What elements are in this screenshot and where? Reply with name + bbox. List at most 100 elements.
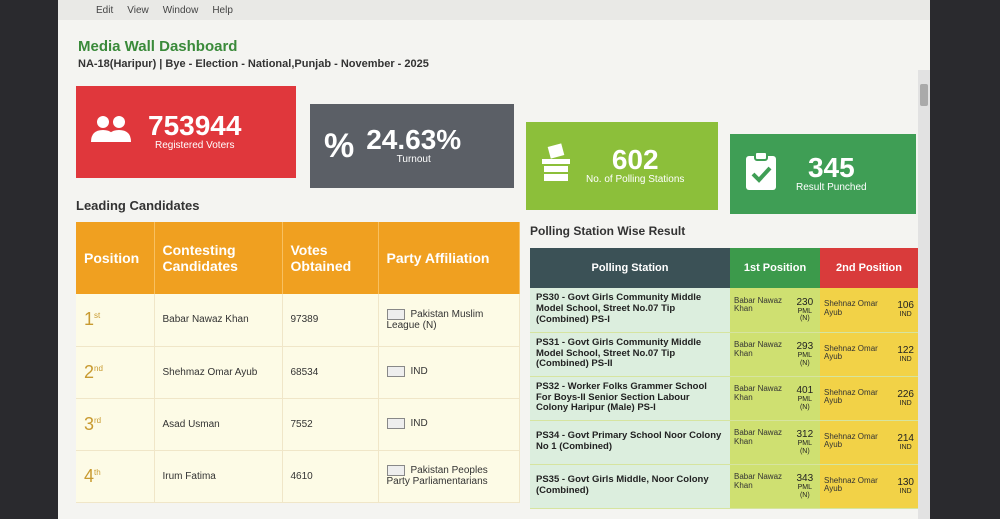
second-party: IND — [899, 487, 912, 495]
first-votes: 293 — [796, 340, 814, 352]
page-title: Media Wall Dashboard — [78, 38, 238, 55]
candidate-party: Pakistan Peoples Party Parliamentarians — [386, 465, 488, 488]
party-symbol-icon — [386, 366, 405, 378]
candidate-votes: 97389 — [282, 294, 379, 347]
polling-stations-label: No. of Polling Stations — [586, 174, 685, 185]
col-position: Position — [76, 222, 155, 294]
registered-voters-label: Registered Voters — [154, 140, 235, 151]
turnout-card: % 24.63% Turnout — [310, 104, 514, 188]
second-party: IND — [899, 355, 912, 363]
col-votes: Votes Obtained — [282, 222, 379, 294]
polling-station-table: Polling Station 1st Position 2nd Positio… — [530, 248, 918, 509]
first-party: PML (N) — [797, 483, 813, 499]
table-row: PS34 - Govt Primary School Noor Colony N… — [530, 420, 918, 465]
position-suffix: th — [94, 467, 101, 477]
candidate-party: IND — [410, 366, 428, 378]
first-candidate: Babar Nawaz Khan — [734, 383, 783, 402]
first-candidate: Babar Nawaz Khan — [734, 471, 783, 490]
first-party: PML (N) — [797, 395, 813, 411]
polling-station-name: PS34 - Govt Primary School Noor Colony N… — [530, 420, 730, 465]
col-second-position: 2nd Position — [820, 248, 918, 288]
table-row: PS31 - Govt Girls Community Middle Model… — [530, 332, 918, 377]
candidate-name: Shehmaz Omar Ayub — [154, 346, 283, 399]
position-suffix: rd — [94, 415, 102, 425]
table-row: PS32 - Worker Folks Grammer School For B… — [530, 376, 918, 421]
position-suffix: st — [94, 311, 101, 321]
candidate-votes: 4610 — [282, 450, 379, 503]
users-icon — [90, 114, 132, 150]
scrollbar-thumb[interactable] — [920, 84, 928, 106]
page-subtitle: NA-18(Haripur) | Bye - Election - Nation… — [78, 58, 429, 70]
col-polling-station: Polling Station — [530, 248, 730, 288]
leading-candidates-table: Position Contesting Candidates Votes Obt… — [76, 222, 520, 503]
position-suffix: nd — [94, 363, 103, 373]
second-candidate: Shehnaz Omar Ayub — [824, 475, 878, 494]
first-party: PML (N) — [797, 351, 813, 367]
candidate-votes: 7552 — [282, 398, 379, 451]
col-party: Party Affiliation — [378, 222, 520, 294]
polling-station-name: PS31 - Govt Girls Community Middle Model… — [530, 332, 730, 377]
turnout-value: 24.63% — [366, 124, 462, 155]
table-row: 1st Babar Nawaz Khan 97389 Pakistan Musl… — [76, 294, 520, 347]
first-votes: 401 — [796, 384, 814, 396]
candidate-name: Irum Fatima — [154, 450, 283, 503]
registered-voters-value: 753944 — [148, 110, 242, 141]
table-row: PS35 - Govt Girls Middle, Noor Colony (C… — [530, 464, 918, 509]
polling-station-name: PS35 - Govt Girls Middle, Noor Colony (C… — [530, 464, 730, 509]
first-party: PML (N) — [797, 439, 813, 455]
second-votes: 122 — [897, 344, 914, 356]
first-party: PML (N) — [797, 307, 813, 323]
polling-station-name: PS30 - Govt Girls Community Middle Model… — [530, 288, 730, 333]
polling-stations-card: 602 No. of Polling Stations — [526, 122, 718, 210]
position-number: 3 — [84, 413, 95, 434]
menu-window[interactable]: Window — [162, 4, 199, 16]
second-candidate: Shehnaz Omar Ayub — [824, 299, 878, 318]
second-votes: 106 — [897, 300, 914, 312]
result-punched-label: Result Punched — [796, 182, 867, 193]
first-candidate: Babar Nawaz Khan — [734, 339, 783, 358]
table-header-row: Polling Station 1st Position 2nd Positio… — [530, 248, 918, 288]
ballot-box-icon — [540, 143, 572, 189]
candidate-name: Babar Nawaz Khan — [154, 294, 283, 347]
second-votes: 214 — [897, 432, 914, 444]
second-candidate: Shehnaz Omar Ayub — [824, 387, 878, 406]
position-number: 1 — [84, 309, 95, 330]
table-row: 4th Irum Fatima 4610 Pakistan Peoples Pa… — [76, 450, 520, 503]
table-row: 2nd Shehmaz Omar Ayub 68534 IND — [76, 346, 520, 399]
second-candidate: Shehnaz Omar Ayub — [824, 343, 878, 362]
result-punched-value: 345 — [807, 152, 855, 183]
candidate-name: Asad Usman — [154, 398, 283, 451]
leading-candidates-title: Leading Candidates — [76, 198, 200, 213]
menu-view[interactable]: View — [127, 4, 149, 16]
table-row: PS30 - Govt Girls Community Middle Model… — [530, 288, 918, 333]
second-votes: 130 — [897, 476, 914, 488]
candidate-party: IND — [410, 418, 428, 430]
vertical-scrollbar[interactable] — [918, 70, 930, 519]
menu-help[interactable]: Help — [212, 4, 233, 16]
col-first-position: 1st Position — [730, 248, 820, 288]
second-party: IND — [899, 443, 912, 451]
first-votes: 312 — [796, 428, 814, 440]
polling-station-name: PS32 - Worker Folks Grammer School For B… — [530, 376, 730, 421]
position-number: 2 — [84, 361, 95, 382]
candidate-votes: 68534 — [282, 346, 379, 399]
first-candidate: Babar Nawaz Khan — [734, 295, 783, 314]
position-number: 4 — [84, 465, 95, 486]
menu-edit[interactable]: Edit — [96, 4, 114, 16]
clipboard-check-icon — [744, 150, 778, 198]
second-votes: 226 — [897, 388, 914, 400]
party-symbol-icon — [386, 418, 405, 430]
second-party: IND — [899, 311, 912, 319]
dashboard-screen: Edit View Window Help Media Wall Dashboa… — [58, 0, 930, 519]
menu-bar: Edit View Window Help — [58, 0, 930, 20]
table-row: 3rd Asad Usman 7552 IND — [76, 398, 520, 451]
table-header-row: Position Contesting Candidates Votes Obt… — [76, 222, 520, 294]
polling-stations-value: 602 — [611, 144, 659, 175]
col-candidates: Contesting Candidates — [154, 222, 283, 294]
second-party: IND — [899, 399, 912, 407]
registered-voters-card: 753944 Registered Voters — [76, 86, 296, 178]
percent-icon: % — [324, 127, 355, 165]
turnout-label: Turnout — [396, 154, 431, 165]
candidate-party: Pakistan Muslim League (N) — [386, 308, 484, 331]
first-candidate: Babar Nawaz Khan — [734, 427, 783, 446]
